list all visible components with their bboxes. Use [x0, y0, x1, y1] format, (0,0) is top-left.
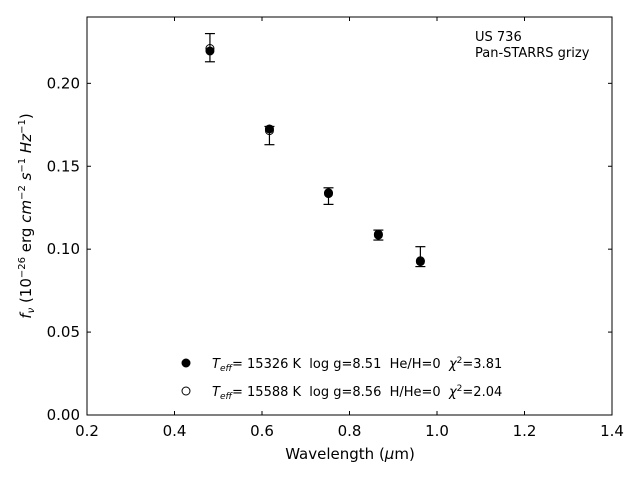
x-tick-label: 1.4 [600, 422, 624, 440]
y-axis: 0.00 0.05 0.10 0.15 0.20 [47, 74, 612, 424]
legend: Teff= 15326 K log g=8.51 He/H=0 χ2=3.81 … [181, 356, 502, 402]
y-axis-title: fν (10−26 erg cm−2 s−1 Hz−1) [17, 113, 37, 318]
x-tick-label: 1.2 [513, 422, 537, 440]
x-tick-label: 0.6 [250, 422, 274, 440]
model-point-open [264, 126, 274, 136]
y-tick-label: 0.20 [47, 74, 80, 92]
x-tick-label: 1.0 [425, 422, 449, 440]
x-axis-title: Wavelength (μm) [285, 445, 415, 463]
legend-label-2: Teff= 15588 K log g=8.56 H/He=0 χ2=2.04 [212, 384, 502, 402]
y-tick-label: 0.00 [47, 406, 80, 424]
x-tick-label: 0.8 [338, 422, 362, 440]
annotation: US 736 Pan-STARRS grizy [475, 30, 590, 61]
model-point-open [373, 229, 383, 239]
model-point-open [415, 256, 425, 266]
legend-marker-open [181, 386, 191, 396]
legend-marker-filled [181, 358, 191, 368]
model-point-filled [205, 46, 215, 56]
y-tick-label: 0.15 [47, 157, 80, 175]
annotation-line-2: Pan-STARRS grizy [475, 46, 590, 61]
y-tick-label: 0.05 [47, 323, 80, 341]
x-tick-label: 0.2 [75, 422, 99, 440]
plot-area [204, 32, 426, 268]
legend-label-1: Teff= 15326 K log g=8.51 He/H=0 χ2=3.81 [212, 356, 502, 374]
annotation-line-1: US 736 [475, 30, 522, 45]
x-axis: 0.2 0.4 0.6 0.8 1.0 1.2 1.4 [75, 17, 624, 440]
model-point-open [205, 44, 215, 54]
model-point-open [324, 189, 333, 199]
y-tick-label: 0.10 [47, 240, 80, 258]
x-tick-label: 0.4 [163, 422, 187, 440]
